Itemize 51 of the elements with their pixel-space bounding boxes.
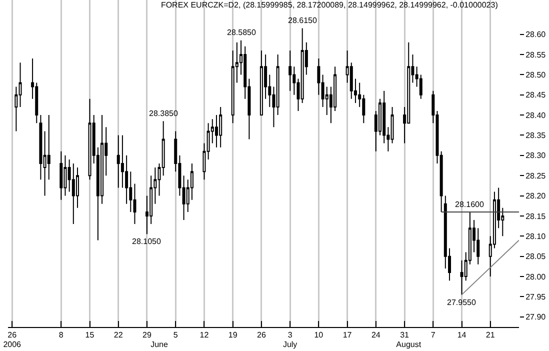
x2-tick-label: August xyxy=(396,340,422,349)
candlestick xyxy=(60,150,63,200)
y-tick-label: 28.10 xyxy=(526,232,546,241)
candlestick xyxy=(260,50,263,116)
annotation: 27.9550 xyxy=(447,298,476,307)
candlestick xyxy=(219,106,222,148)
candlestick xyxy=(64,154,67,196)
x2-tick-label: July xyxy=(282,340,298,349)
x-tick-label: 29 xyxy=(142,330,152,340)
x-tick-label: 15 xyxy=(85,330,95,340)
y-tick-label: 28.30 xyxy=(526,151,546,160)
y-tick-label: 28.05 xyxy=(526,252,546,262)
y-tick-label: 28.35 xyxy=(526,131,546,140)
candlestick xyxy=(288,50,292,92)
candlestick xyxy=(88,98,92,180)
x2-tick-label: June xyxy=(150,340,168,349)
x-tick-label: 26 xyxy=(8,330,18,340)
x-tick-label: 31 xyxy=(400,330,410,340)
x-tick-label: 12 xyxy=(200,330,210,340)
x-tick-label: 17 xyxy=(342,330,352,340)
candlestick xyxy=(116,134,120,188)
x-tick-label: 3 xyxy=(288,330,293,340)
candlestick xyxy=(72,163,75,225)
annotation: 28.1600 xyxy=(455,200,484,209)
y-tick-label: 28.60 xyxy=(526,30,546,40)
x-tick-label: 14 xyxy=(457,330,467,340)
x-tick-label: 22 xyxy=(114,330,124,340)
y-tick-label: 28.55 xyxy=(526,50,546,60)
x-tick-label: 21 xyxy=(486,330,496,340)
x-tick-label: 8 xyxy=(58,330,64,340)
x-tick-label: 7 xyxy=(430,330,436,340)
y-tick-label: 28.45 xyxy=(526,90,546,100)
x-tick-label: 24 xyxy=(371,330,381,340)
x-tick-label: 10 xyxy=(314,330,324,340)
x-tick-label: 5 xyxy=(173,330,178,340)
y-tick-label: 28.00 xyxy=(526,272,546,282)
y-tick-label: 28.40 xyxy=(526,110,546,120)
x2-tick-label: 2006 xyxy=(3,340,22,349)
y-tick-label: 28.15 xyxy=(526,212,546,221)
chart-title: FOREX EURCZK=D2, (28.15999985, 28.17200089, 28.14999962, 28.14999962, -0.01000023) xyxy=(160,0,498,10)
y-tick-label: 28.25 xyxy=(526,171,546,180)
annotation: 28.6150 xyxy=(288,16,318,25)
annotation: 28.5850 xyxy=(227,28,256,37)
x-tick-label: 19 xyxy=(228,330,238,340)
annotation: 28.3850 xyxy=(149,109,178,118)
y-tick-label: 27.90 xyxy=(526,312,546,322)
x-tick-label: 26 xyxy=(257,330,266,340)
y-tick-label: 27.95 xyxy=(526,292,546,302)
y-tick-label: 28.20 xyxy=(526,192,546,201)
annotation: 28.1050 xyxy=(132,237,162,246)
y-tick-label: 28.50 xyxy=(526,70,546,80)
